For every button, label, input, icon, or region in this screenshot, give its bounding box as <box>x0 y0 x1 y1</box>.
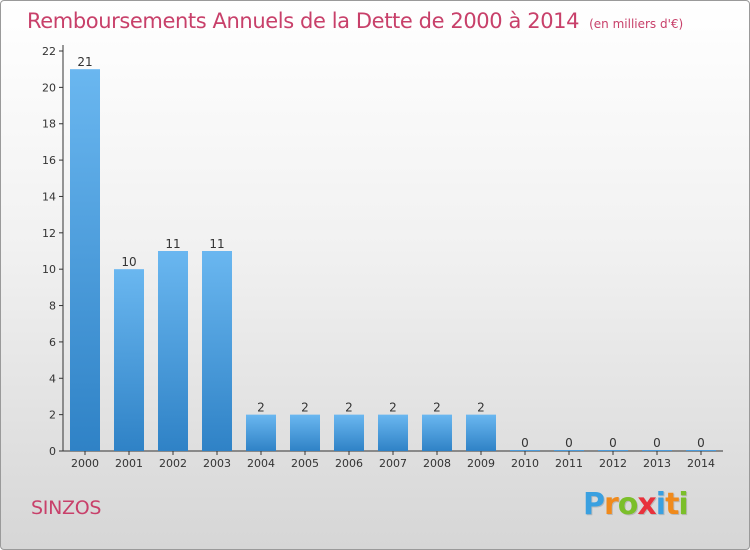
chart-title-text: Remboursements Annuels de la Dette de 20… <box>27 9 580 33</box>
x-tick-label: 2013 <box>643 457 671 470</box>
logo-letter: o <box>617 487 639 522</box>
x-tick-label: 2009 <box>467 457 495 470</box>
logo-letter: i <box>655 487 666 522</box>
x-tick-label: 2014 <box>687 457 715 470</box>
x-tick-label: 2000 <box>71 457 99 470</box>
bar <box>422 414 452 451</box>
data-label: 2 <box>389 401 397 415</box>
data-label: 2 <box>433 401 441 415</box>
y-tick-label: 16 <box>42 154 56 167</box>
data-labels: 21 10 11 11 2 2 2 2 2 2 0 0 0 0 0 <box>77 55 704 450</box>
data-label: 2 <box>301 401 309 415</box>
y-tick-label: 12 <box>42 227 56 240</box>
bar <box>642 450 672 451</box>
bar <box>510 450 540 451</box>
x-tick-label: 2008 <box>423 457 451 470</box>
data-label: 0 <box>565 436 573 450</box>
y-tick-label: 4 <box>49 372 56 385</box>
bar <box>554 450 584 451</box>
logo-letter: x <box>637 487 656 522</box>
data-label: 2 <box>345 401 353 415</box>
x-tick-label: 2011 <box>555 457 583 470</box>
y-tick-label: 20 <box>42 81 56 94</box>
data-label: 2 <box>257 401 265 415</box>
bar <box>114 269 144 451</box>
chart-title: Remboursements Annuels de la Dette de 20… <box>27 9 683 33</box>
bar <box>686 450 716 451</box>
y-tick-label: 10 <box>42 263 56 276</box>
data-label: 11 <box>165 237 180 251</box>
y-tick-label: 0 <box>49 445 56 458</box>
logo-letter: i <box>678 487 688 522</box>
x-tick-label: 2005 <box>291 457 319 470</box>
bar <box>466 414 496 451</box>
y-tick-label: 22 <box>42 45 56 58</box>
x-tick-label: 2003 <box>203 457 231 470</box>
data-label: 0 <box>653 436 661 450</box>
y-tick-label: 6 <box>49 336 56 349</box>
y-tick-label: 2 <box>49 409 56 422</box>
logo-letter: t <box>665 487 679 522</box>
bar <box>378 414 408 451</box>
bar <box>70 69 100 451</box>
bar <box>598 450 628 451</box>
logo-letter: r <box>604 487 619 522</box>
place-name: SINZOS <box>31 497 102 519</box>
logo-letter: P <box>583 487 605 522</box>
bar <box>246 414 276 451</box>
x-tick-label: 2004 <box>247 457 275 470</box>
data-label: 10 <box>121 255 136 269</box>
data-label: 0 <box>609 436 617 450</box>
bar <box>334 414 364 451</box>
x-tick-label: 2006 <box>335 457 363 470</box>
x-tick-label: 2002 <box>159 457 187 470</box>
data-label: 0 <box>521 436 529 450</box>
bar <box>158 251 188 451</box>
proxiti-logo: Proxiti <box>583 487 689 522</box>
x-tick-label: 2001 <box>115 457 143 470</box>
bar <box>202 251 232 451</box>
x-tick-label: 2007 <box>379 457 407 470</box>
y-tick-label: 18 <box>42 118 56 131</box>
bar <box>290 414 320 451</box>
x-tick-label: 2012 <box>599 457 627 470</box>
bars <box>70 69 716 451</box>
data-label: 11 <box>209 237 224 251</box>
data-label: 2 <box>477 401 485 415</box>
y-tick-label: 8 <box>49 300 56 313</box>
x-tick-label: 2010 <box>511 457 539 470</box>
unit-note: (en milliers d'€) <box>589 17 684 31</box>
data-label: 0 <box>697 436 705 450</box>
data-label: 21 <box>77 55 92 69</box>
y-tick-label: 14 <box>42 190 56 203</box>
